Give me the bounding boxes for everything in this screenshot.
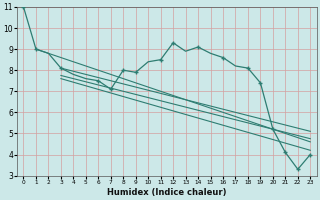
X-axis label: Humidex (Indice chaleur): Humidex (Indice chaleur) <box>107 188 227 197</box>
